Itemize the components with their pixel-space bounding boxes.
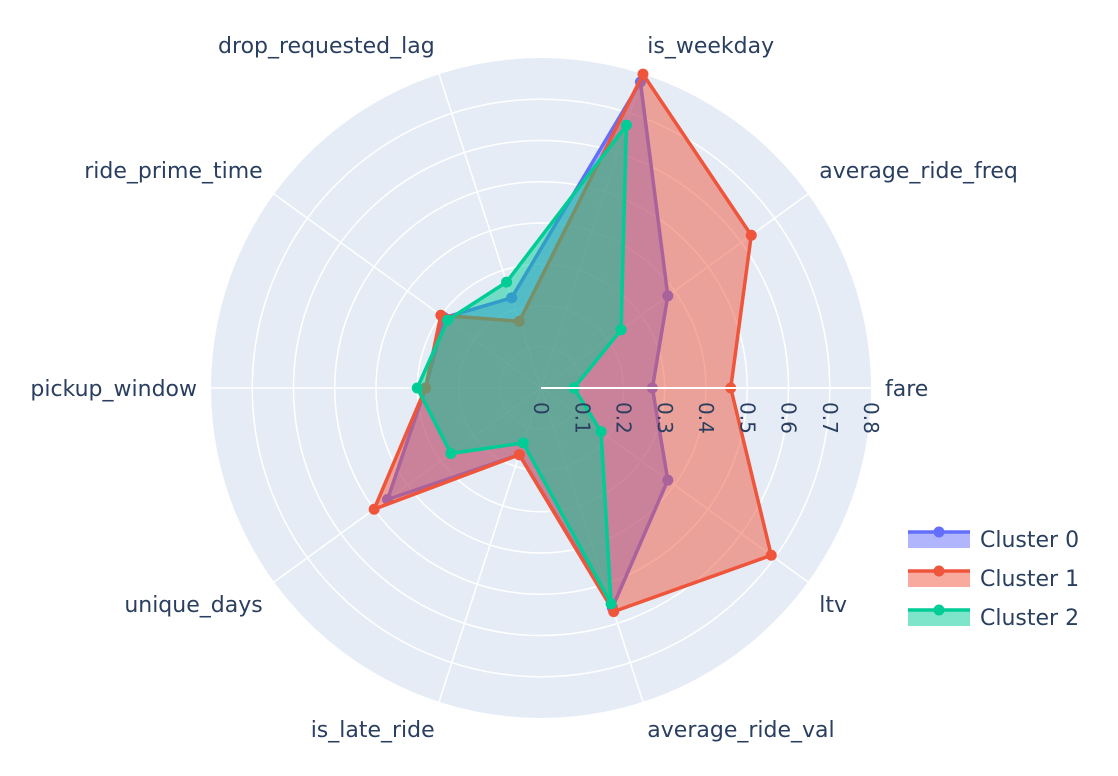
legend-item-cluster-2[interactable]: Cluster 2 (908, 604, 1079, 632)
radial-tick-label: 0.7 (818, 402, 842, 434)
axis-label-drop-requested-lag: drop_requested_lag (218, 34, 435, 59)
legend-label: Cluster 2 (980, 606, 1079, 631)
radial-tick-label: 0.6 (777, 402, 801, 434)
legend: Cluster 0 Cluster 1 Cluster 2 (908, 526, 1079, 632)
axis-label-ltv: ltv (819, 593, 847, 618)
data-point-cluster-2-average-ride-val[interactable] (605, 598, 617, 610)
radial-tick-label: 0.1 (570, 402, 594, 434)
legend-marker (933, 526, 945, 538)
data-point-cluster-1-is-weekday[interactable] (637, 68, 649, 80)
axis-label-ride-prime-time: ride_prime_time (84, 159, 262, 184)
axis-label-is-late-ride: is_late_ride (311, 718, 435, 743)
radial-tick-label: 0.4 (694, 402, 718, 434)
data-point-cluster-1-unique-days[interactable] (368, 503, 380, 515)
data-point-cluster-2-unique-days[interactable] (445, 447, 457, 459)
axis-label-average-ride-val: average_ride_val (647, 718, 834, 743)
legend-swatch (908, 532, 970, 548)
legend-label: Cluster 1 (980, 567, 1079, 592)
axis-label-pickup-window: pickup_window (30, 377, 197, 402)
legend-marker (933, 565, 945, 577)
data-point-cluster-2-drop-requested-lag[interactable] (501, 276, 513, 288)
radial-tick-label: 0.8 (859, 402, 883, 434)
axis-label-is-weekday: is_weekday (647, 34, 774, 59)
data-point-cluster-2-ltv[interactable] (595, 426, 607, 438)
legend-marker (933, 604, 945, 616)
legend-item-cluster-0[interactable]: Cluster 0 (908, 526, 1079, 554)
series-cluster-2 (411, 119, 632, 610)
axis-label-unique-days: unique_days (124, 593, 262, 618)
legend-label: Cluster 0 (980, 528, 1079, 553)
data-point-cluster-2-pickup-window[interactable] (411, 382, 423, 394)
data-point-cluster-1-is-late-ride[interactable] (513, 449, 525, 461)
radial-tick-label: 0.5 (735, 402, 759, 434)
legend-item-cluster-1[interactable]: Cluster 1 (908, 565, 1079, 593)
data-point-cluster-1-ltv[interactable] (765, 549, 777, 561)
axis-label-average-ride-freq: average_ride_freq (819, 159, 1018, 184)
axis-label-fare: fare (885, 377, 928, 402)
data-point-cluster-2-is-late-ride[interactable] (517, 437, 529, 449)
radial-tick-label: 0 (529, 402, 553, 415)
angular-axis-labels: fare average_ride_freq is_weekday drop_requ… (30, 34, 1017, 743)
radial-tick-label: 0.3 (653, 402, 677, 434)
data-point-cluster-2-is-weekday[interactable] (620, 119, 632, 131)
data-point-cluster-2-average-ride-freq[interactable] (615, 324, 627, 336)
radial-axis: 0 0.1 0.2 0.3 0.4 0.5 0.6 0.7 0.8 (529, 387, 883, 434)
radial-tick-label: 0.2 (612, 402, 636, 434)
legend-swatch (908, 610, 970, 626)
series-layer (368, 68, 777, 618)
data-point-cluster-2-ride-prime-time[interactable] (442, 314, 454, 326)
legend-swatch (908, 571, 970, 587)
data-point-cluster-1-average-ride-freq[interactable] (745, 229, 757, 241)
